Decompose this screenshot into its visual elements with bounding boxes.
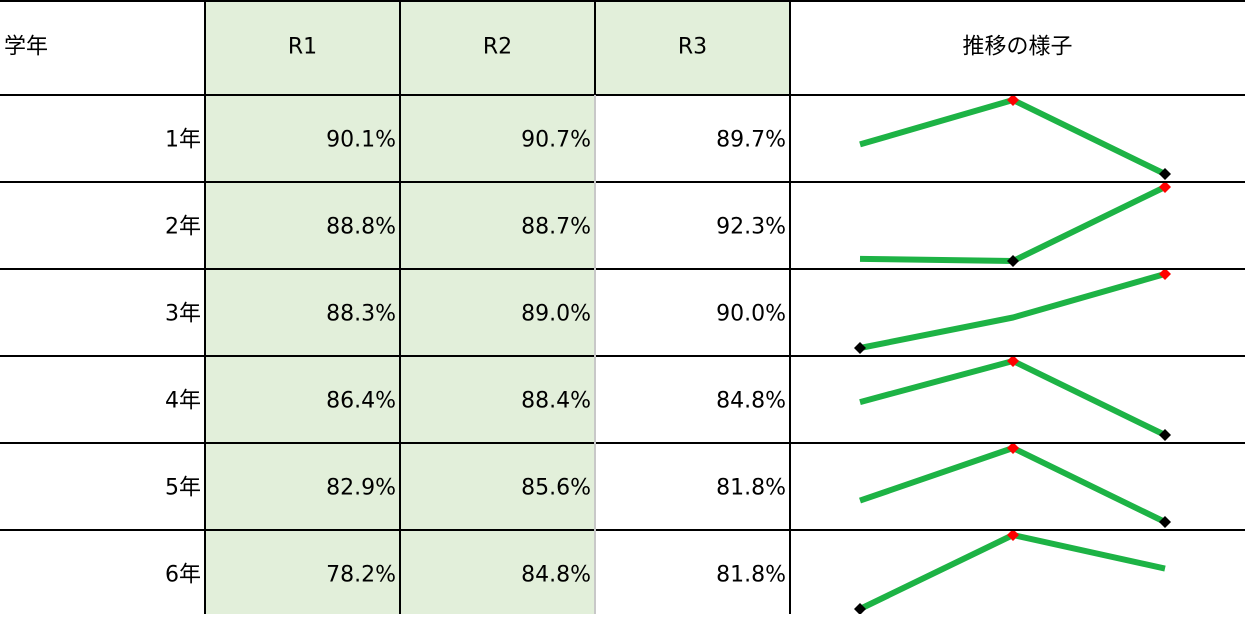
grade-label: 6年 <box>165 563 201 588</box>
max-marker <box>1159 181 1171 193</box>
sparkline <box>859 184 1167 264</box>
grade-label: 3年 <box>165 302 201 327</box>
value-cell: 81.8% <box>716 563 786 588</box>
value-cell: 90.0% <box>716 302 786 327</box>
max-marker <box>1159 268 1171 280</box>
header-cell: 学年 <box>4 35 48 60</box>
value-cell: 86.4% <box>326 389 396 414</box>
header-cell: R1 <box>288 35 317 60</box>
header-fill <box>400 0 595 95</box>
max-marker <box>1007 355 1019 367</box>
sparkline <box>859 358 1167 438</box>
value-cell: 84.8% <box>521 563 591 588</box>
value-cell: 88.4% <box>521 389 591 414</box>
max-marker <box>1007 529 1019 541</box>
grade-label: 2年 <box>165 215 201 240</box>
min-marker <box>854 603 866 615</box>
value-cell: 88.7% <box>521 215 591 240</box>
column-fill <box>205 95 400 614</box>
value-cell: 81.8% <box>716 476 786 501</box>
sparkline <box>858 532 1166 612</box>
header-cell: R2 <box>483 35 512 60</box>
value-cell: 89.7% <box>716 128 786 153</box>
min-marker <box>1159 168 1171 180</box>
column-fill <box>400 95 595 614</box>
grade-label: 5年 <box>165 476 201 501</box>
value-cell: 78.2% <box>326 563 396 588</box>
min-marker <box>854 342 866 354</box>
value-cell: 84.8% <box>716 389 786 414</box>
value-cell: 82.9% <box>326 476 396 501</box>
grade-label: 1年 <box>165 128 201 153</box>
value-cell: 88.3% <box>326 302 396 327</box>
value-cell: 90.1% <box>326 128 396 153</box>
header-cell: 推移の様子 <box>962 35 1072 60</box>
header-fill <box>205 0 400 95</box>
header-fill <box>595 0 790 95</box>
min-marker <box>1159 516 1171 528</box>
header-cell: R3 <box>678 35 707 60</box>
min-marker <box>1007 255 1019 267</box>
min-marker <box>1159 429 1171 441</box>
value-cell: 92.3% <box>716 215 786 240</box>
sparkline <box>859 445 1167 525</box>
sparkline <box>859 271 1166 351</box>
sparkline <box>859 97 1167 177</box>
value-cell: 88.8% <box>326 215 396 240</box>
grade-label: 4年 <box>165 389 201 414</box>
value-cell: 85.6% <box>521 476 591 501</box>
max-marker <box>1007 94 1019 106</box>
value-cell: 90.7% <box>521 128 591 153</box>
value-cell: 89.0% <box>521 302 591 327</box>
max-marker <box>1007 442 1019 454</box>
